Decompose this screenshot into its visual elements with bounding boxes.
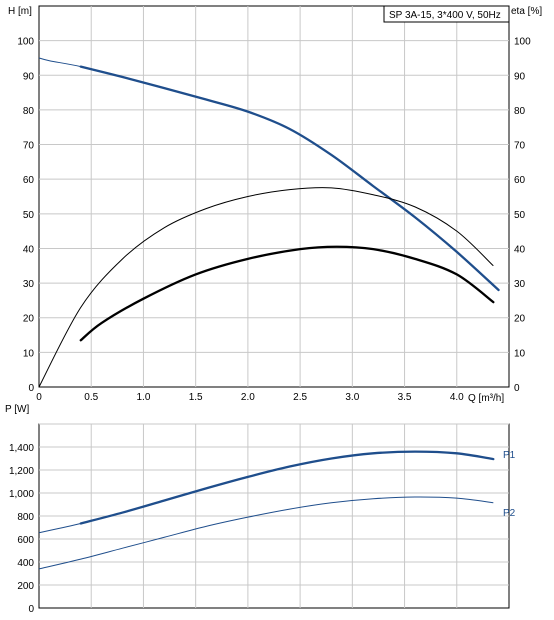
y-axis-label-h: H [m] (8, 6, 32, 17)
p-tick-label: 0 (28, 604, 34, 615)
y-tick-label-left: 100 (17, 37, 34, 48)
y-tick-label-right: 10 (514, 348, 526, 359)
x-axis-label-q: Q [m³/h] (468, 393, 504, 404)
y-tick-label-left: 70 (23, 141, 35, 152)
efficiency-total-curve (79, 245, 495, 342)
p-tick-label: 200 (17, 581, 34, 592)
y-tick-label-left: 50 (23, 210, 35, 221)
y-tick-label-left: 20 (23, 314, 35, 325)
y-tick-label-right: 90 (514, 71, 526, 82)
y-tick-label-right: 40 (514, 244, 526, 255)
x-tick-label: 3.5 (398, 392, 412, 403)
x-tick-label: 2.0 (241, 392, 255, 403)
power-p2-curve (38, 496, 494, 570)
p-tick-label: 600 (17, 535, 34, 546)
efficiency-pump-curve (38, 187, 494, 388)
y-tick-label-left: 90 (23, 71, 35, 82)
y-tick-label-left: 80 (23, 106, 35, 117)
power-p1-curve (79, 450, 495, 525)
y-tick-label-right: 80 (514, 106, 526, 117)
y-axis-label-eta: eta [%] (511, 6, 542, 17)
y-tick-label-right: 30 (514, 279, 526, 290)
y-tick-label-right: 70 (514, 141, 526, 152)
x-tick-label: 1.5 (189, 392, 203, 403)
x-tick-label: 2.5 (293, 392, 307, 403)
head-curve (79, 65, 500, 292)
y-tick-label-left: 40 (23, 244, 35, 255)
y-tick-label-right: 50 (514, 210, 526, 221)
y-tick-label-right: 60 (514, 175, 526, 186)
p-tick-label: 800 (17, 512, 34, 523)
y-tick-label-right: 0 (514, 383, 520, 394)
x-tick-label: 0.5 (84, 392, 98, 403)
y-tick-label-right: 100 (514, 37, 531, 48)
p-tick-label: 1,000 (9, 489, 34, 500)
y-axis-label-p: P [W] (5, 404, 29, 415)
p-tick-label: 400 (17, 558, 34, 569)
x-tick-label: 0 (36, 392, 42, 403)
chart-title-box (383, 5, 510, 23)
x-tick-label: 3.0 (345, 392, 359, 403)
bottom-panel: 0 200 400 600 800 1,000 1,200 1,400 P [W] P1 P2 (5, 404, 516, 615)
series-label-p2: P2 (503, 508, 516, 519)
y-tick-label-left: 60 (23, 175, 35, 186)
y-tick-label-left: 0 (28, 383, 34, 394)
chart-title: SP 3A-15, 3*400 V, 50Hz (389, 10, 501, 21)
y-tick-label-left: 30 (23, 279, 35, 290)
x-tick-label: 1.0 (136, 392, 150, 403)
y-tick-label-right: 20 (514, 314, 526, 325)
y-tick-label-left: 10 (23, 348, 35, 359)
p-tick-label: 1,200 (9, 466, 34, 477)
series-label-p1: P1 (503, 450, 516, 461)
p-tick-label: 1,400 (9, 443, 34, 454)
x-tick-label: 4.0 (450, 392, 464, 403)
top-plot-frame (38, 5, 510, 388)
top-panel: 0 0.5 1.0 1.5 2.0 2.5 3.0 3.5 4.0 0 10 20 30 40 50 60 70… (8, 5, 542, 404)
